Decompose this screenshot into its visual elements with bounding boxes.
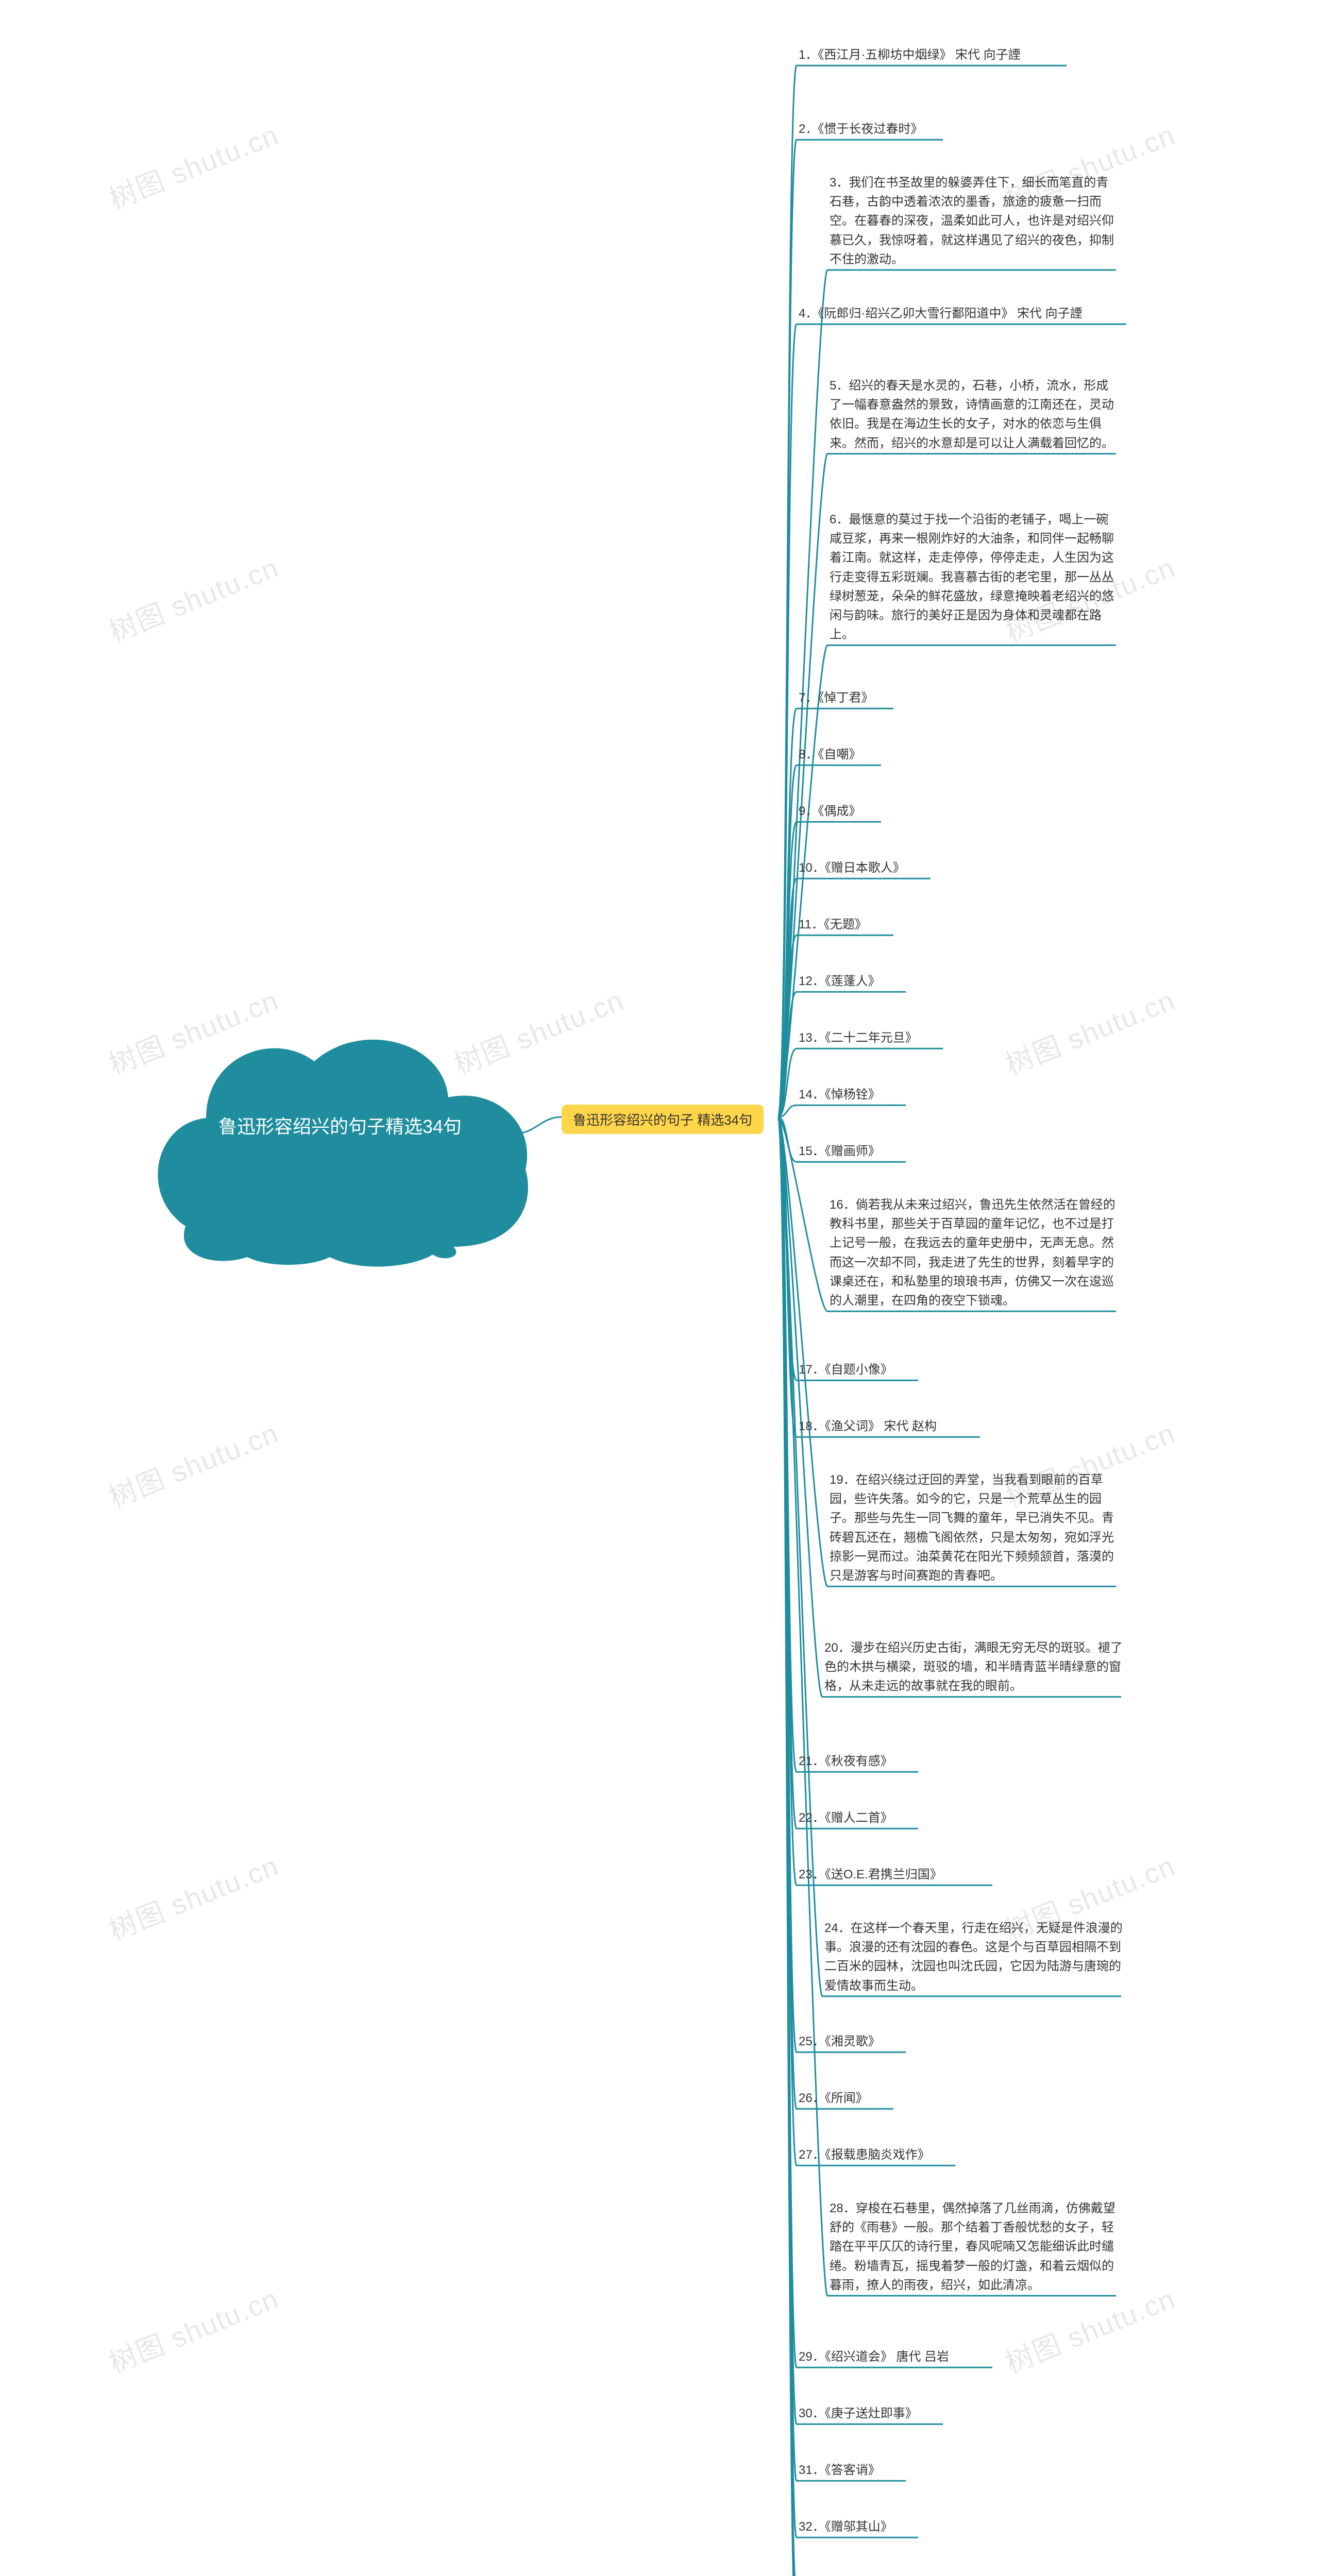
- leaf-item[interactable]: 26．《所闻》: [799, 2089, 868, 2108]
- leaf-item[interactable]: 1．《西江月·五柳坊中烟绿》 宋代 向子諲: [799, 45, 1021, 64]
- leaf-item[interactable]: 24．在这样一个春天里，行走在绍兴，无疑是件浪漫的事。浪漫的还有沈园的春色。这是…: [824, 1919, 1123, 1995]
- leaf-item[interactable]: 25．《湘灵歌》: [799, 2032, 881, 2051]
- leaf-item[interactable]: 33．《题三义塔》: [799, 2574, 893, 2576]
- leaf-item[interactable]: 17．《自题小像》: [799, 1360, 893, 1379]
- watermark-text: 树图 shutu.cn: [102, 112, 284, 217]
- root-label: 鲁迅形容绍兴的句子精选34句: [144, 1113, 536, 1141]
- watermark-text: 树图 shutu.cn: [102, 1410, 284, 1515]
- leaf-item[interactable]: 31．《答客诮》: [799, 2461, 881, 2480]
- leaf-item[interactable]: 28．穿梭在石巷里，偶然掉落了几丝雨滴，仿佛戴望舒的《雨巷》一般。那个结着丁香般…: [830, 2199, 1118, 2295]
- leaf-item[interactable]: 27．《报载患脑炎戏作》: [799, 2145, 930, 2164]
- leaf-item[interactable]: 20．漫步在绍兴历史古街，满眼无穷无尽的斑驳。褪了色的木拱与横梁，斑驳的墙，和半…: [824, 1638, 1123, 1696]
- leaf-item[interactable]: 22．《赠人二首》: [799, 1808, 893, 1827]
- leaf-item[interactable]: 32．《赠邬其山》: [799, 2517, 893, 2536]
- leaf-item[interactable]: 7．《悼丁君》: [799, 688, 873, 707]
- leaf-item[interactable]: 19．在绍兴绕过迂回的弄堂，当我看到眼前的百草园，些许失落。如今的它，只是一个荒…: [830, 1470, 1118, 1585]
- leaf-item[interactable]: 4．《阮郎归·绍兴乙卯大雪行鄱阳道中》 宋代 向子諲: [799, 304, 1083, 323]
- watermark-text: 树图 shutu.cn: [999, 977, 1180, 1082]
- leaf-item[interactable]: 14．《悼杨铨》: [799, 1085, 881, 1104]
- leaf-item[interactable]: 8．《自嘲》: [799, 745, 861, 764]
- edge-layer: [0, 0, 1319, 2576]
- leaf-item[interactable]: 11．《无题》: [799, 915, 867, 934]
- mid-node[interactable]: 鲁迅形容绍兴的句子 精选34句: [562, 1105, 764, 1134]
- leaf-item[interactable]: 12．《莲蓬人》: [799, 972, 881, 991]
- leaf-item[interactable]: 18．《渔父词》 宋代 赵构: [799, 1417, 937, 1436]
- root-node[interactable]: 鲁迅形容绍兴的句子精选34句: [144, 999, 536, 1267]
- leaf-item[interactable]: 5．绍兴的春天是水灵的，石巷，小桥，流水，形成了一幅春意盎然的景致，诗情画意的江…: [830, 376, 1118, 453]
- leaf-item[interactable]: 30．《庚子送灶即事》: [799, 2404, 918, 2423]
- watermark-text: 树图 shutu.cn: [102, 1843, 284, 1948]
- mid-label: 鲁迅形容绍兴的句子 精选34句: [573, 1112, 752, 1128]
- leaf-item[interactable]: 16．倘若我从未来过绍兴，鲁迅先生依然活在曾经的教科书里，那些关于百草园的童年记…: [830, 1195, 1118, 1310]
- leaf-item[interactable]: 13．《二十二年元旦》: [799, 1028, 918, 1047]
- leaf-item[interactable]: 3．我们在书圣故里的躲婆弄住下，细长而笔直的青石巷，古韵中透着浓浓的墨香，旅途的…: [830, 173, 1118, 269]
- leaf-item[interactable]: 2．《惯于长夜过春时》: [799, 120, 923, 139]
- watermark-text: 树图 shutu.cn: [102, 2276, 284, 2381]
- leaf-item[interactable]: 29．《绍兴道会》 唐代 吕岩: [799, 2347, 949, 2366]
- leaf-item[interactable]: 10．《赠日本歌人》: [799, 858, 905, 877]
- leaf-item[interactable]: 9．《偶成》: [799, 802, 861, 821]
- leaf-item[interactable]: 15．《赠画师》: [799, 1142, 881, 1161]
- leaf-item[interactable]: 21．《秋夜有感》: [799, 1752, 893, 1771]
- leaf-item[interactable]: 6．最惬意的莫过于找一个沿街的老铺子，喝上一碗咸豆浆，再来一根刚炸好的大油条，和…: [830, 510, 1118, 644]
- leaf-item[interactable]: 23．《送O.E.君携兰归国》: [799, 1865, 942, 1884]
- watermark-text: 树图 shutu.cn: [102, 545, 284, 650]
